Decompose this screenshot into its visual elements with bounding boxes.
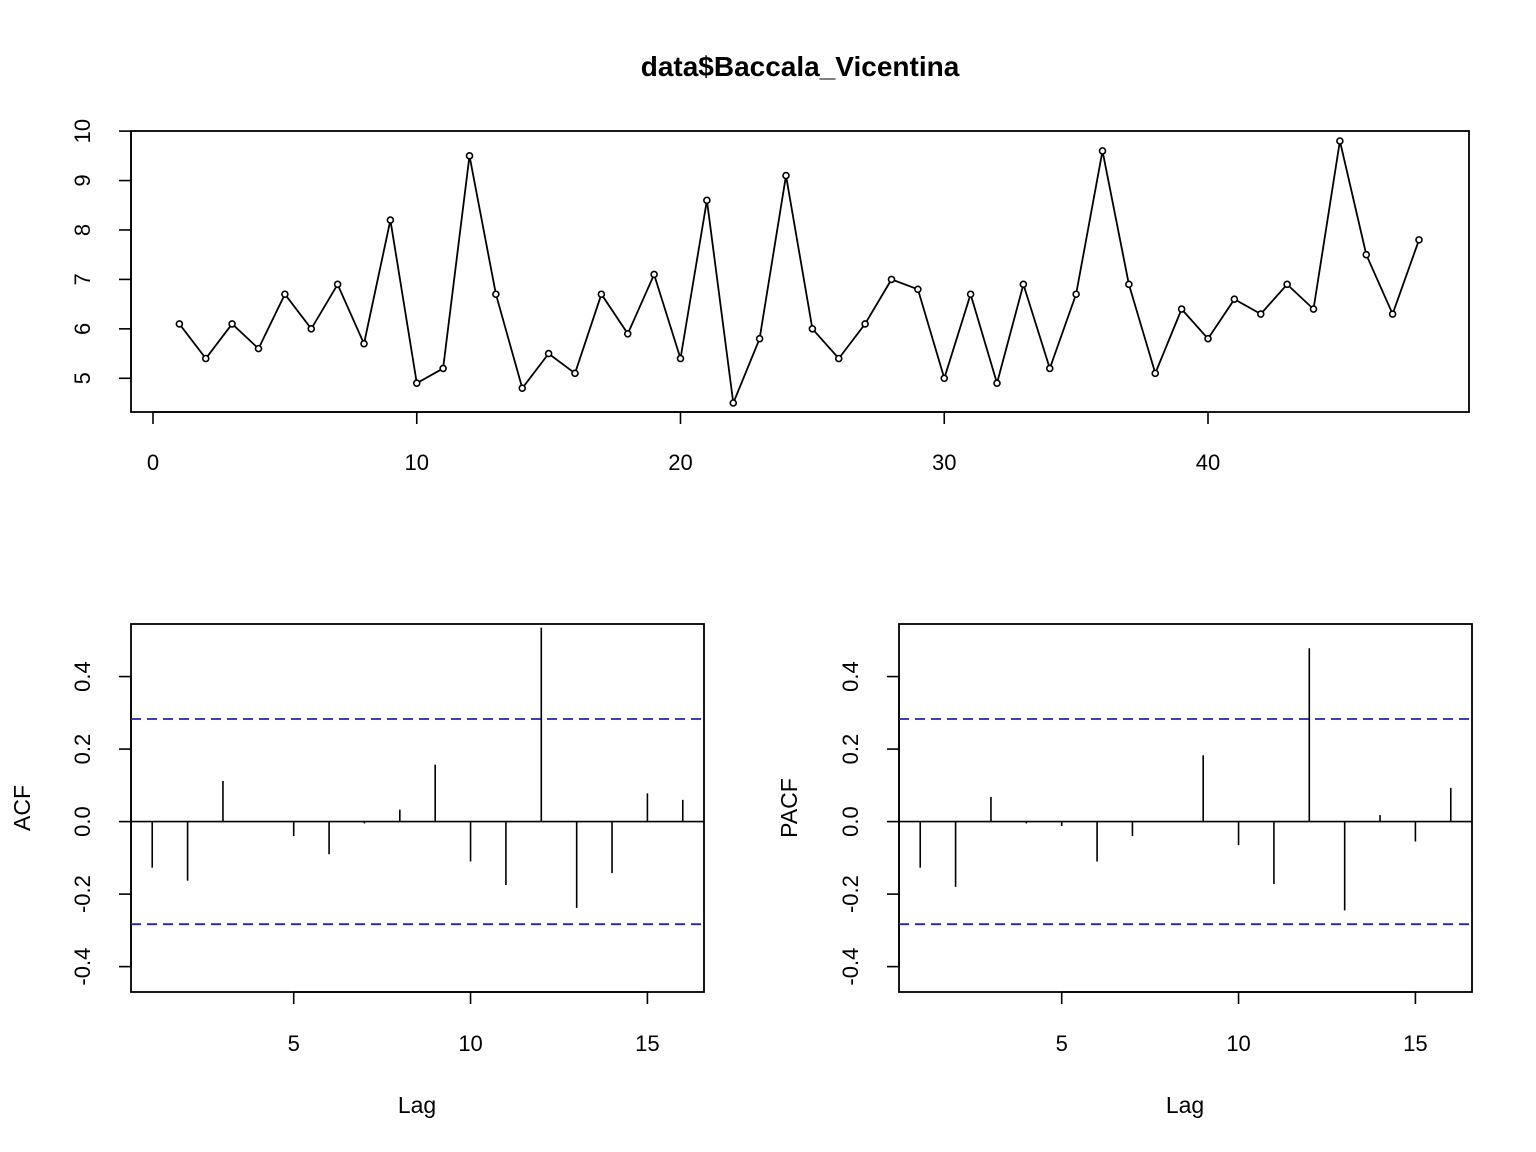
series-point — [254, 344, 263, 353]
series-point — [834, 354, 843, 363]
series-point — [887, 275, 896, 284]
series-point — [518, 384, 527, 392]
series-point — [360, 339, 368, 348]
series-point — [1256, 310, 1265, 318]
series-x-tick-label: 0 — [147, 450, 159, 475]
series-y-tick-label: 7 — [70, 273, 95, 285]
series-point — [597, 290, 606, 299]
series-point — [1177, 305, 1186, 313]
acf-y-tick-label: 0.4 — [70, 661, 95, 692]
series-y-tick-label: 8 — [70, 224, 95, 236]
series-point — [914, 285, 922, 294]
series-point — [1388, 310, 1397, 318]
series-point — [729, 399, 738, 407]
series-point — [676, 354, 685, 363]
series-x-tick-label: 10 — [405, 450, 429, 475]
series-point — [1098, 147, 1107, 155]
pacf-x-tick-label: 5 — [1056, 1031, 1068, 1056]
series-point — [861, 320, 869, 328]
series-point — [1125, 280, 1133, 289]
series-point — [492, 290, 500, 299]
series-title: data$Baccala_Vicentina — [641, 51, 960, 82]
acf-x-axis-title: Lag — [398, 1092, 436, 1118]
series-point — [1309, 305, 1318, 313]
series-point — [993, 379, 1001, 388]
series-point — [1362, 250, 1371, 259]
series-point — [1045, 364, 1054, 373]
acf-x-tick-label: 5 — [288, 1031, 300, 1056]
series-point — [1204, 334, 1212, 343]
pacf-y-axis-title: PACF — [776, 778, 802, 838]
series-y-tick-label: 10 — [70, 119, 95, 143]
series-point — [175, 320, 184, 328]
series-point — [544, 349, 553, 358]
series-y-tick-label: 9 — [70, 174, 95, 186]
series-plot-frame — [130, 130, 1470, 413]
pacf-y-tick-label: -0.2 — [838, 875, 863, 913]
series-x-tick-label: 40 — [1196, 450, 1220, 475]
series-point — [1072, 290, 1080, 299]
series-y-tick-label: 6 — [70, 323, 95, 335]
acf-plot-frame — [130, 623, 705, 993]
series-point — [1019, 280, 1028, 289]
series-point — [808, 325, 817, 333]
acf-y-axis-title: ACF — [9, 785, 35, 831]
series-y-tick-label: 5 — [70, 372, 95, 384]
series-point — [940, 374, 949, 383]
series-point — [1283, 280, 1291, 289]
series-line — [178, 140, 1420, 407]
series-x-tick-label: 20 — [668, 450, 692, 475]
series-point — [386, 216, 395, 224]
pacf-x-axis-title: Lag — [1166, 1092, 1204, 1118]
acf-x-tick-label: 10 — [458, 1031, 482, 1056]
acf-y-tick-label: -0.4 — [70, 948, 95, 986]
acf-y-tick-label: -0.2 — [70, 875, 95, 913]
series-point — [571, 369, 579, 378]
pacf-x-tick-label: 15 — [1403, 1031, 1427, 1056]
series-point — [307, 325, 316, 333]
series-point — [1336, 137, 1344, 145]
pacf-y-tick-label: 0.2 — [838, 734, 863, 765]
pacf-y-tick-label: -0.4 — [838, 948, 863, 986]
acf-y-tick-label: 0.2 — [70, 734, 95, 765]
pacf-y-tick-label: 0.4 — [838, 661, 863, 692]
series-point — [333, 280, 342, 289]
series-point — [228, 320, 236, 328]
acf-x-tick-label: 15 — [635, 1031, 659, 1056]
series-point — [1151, 369, 1160, 378]
acf-y-tick-label: 0.0 — [70, 806, 95, 837]
series-point — [412, 379, 421, 388]
series-point — [281, 290, 289, 299]
series-point — [650, 270, 658, 279]
series-point — [703, 196, 711, 205]
series-point — [755, 334, 764, 343]
series-point — [966, 290, 975, 299]
series-point — [201, 354, 210, 363]
series-point — [782, 171, 790, 180]
series-x-tick-label: 30 — [932, 450, 956, 475]
pacf-x-tick-label: 10 — [1226, 1031, 1250, 1056]
pacf-plot-frame — [898, 623, 1473, 993]
series-point — [1230, 295, 1239, 303]
time-series-panel: data$Baccala_Vicentina 0 10 20 30 40 5 6 7 8 9 10 — [70, 51, 1470, 475]
series-point — [1415, 236, 1423, 244]
series-point — [623, 329, 632, 338]
acf-panel: Lag ACF 5 10 15 -0.4 -0.2 0.0 0.2 0.4 — [9, 623, 705, 1118]
series-point — [439, 364, 447, 373]
pacf-panel: Lag PACF 5 10 15 -0.4 -0.2 0.0 0.2 0.4 — [776, 623, 1473, 1118]
series-point — [465, 152, 474, 160]
pacf-y-tick-label: 0.0 — [838, 806, 863, 837]
